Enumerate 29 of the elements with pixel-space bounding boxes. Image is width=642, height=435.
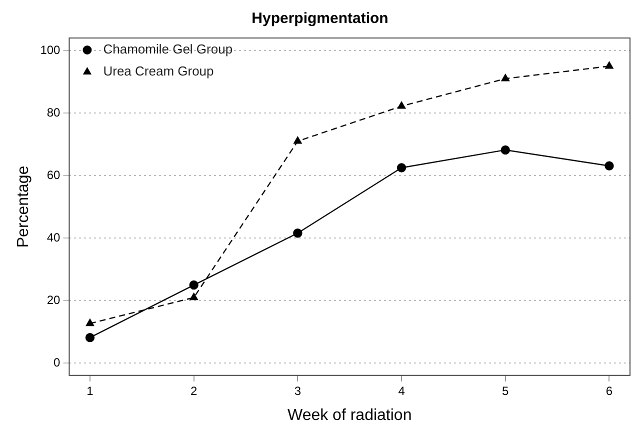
legend-label: Urea Cream Group bbox=[103, 64, 214, 79]
point bbox=[500, 145, 510, 155]
y-tick-label: 100 bbox=[40, 42, 61, 57]
point bbox=[605, 62, 614, 69]
legend-label: Chamomile Gel Group bbox=[103, 42, 233, 57]
point bbox=[501, 74, 510, 82]
x-tick-label: 5 bbox=[502, 384, 510, 398]
x-tick-label: 4 bbox=[398, 384, 406, 398]
point bbox=[85, 332, 95, 342]
y-tick-label: 0 bbox=[54, 356, 61, 370]
point bbox=[604, 161, 614, 170]
x-tick-label: 1 bbox=[86, 384, 94, 398]
point bbox=[294, 136, 302, 144]
point bbox=[293, 228, 302, 238]
point bbox=[190, 292, 198, 300]
x-tick-label: 2 bbox=[190, 384, 198, 398]
y-tick-label: 40 bbox=[46, 230, 61, 244]
point bbox=[86, 318, 94, 326]
y-tick-label: 20 bbox=[46, 292, 61, 307]
point bbox=[397, 102, 406, 109]
y-tick-label: 60 bbox=[46, 168, 61, 182]
y-axis-title: Percentage bbox=[15, 166, 32, 248]
point bbox=[189, 280, 198, 290]
point bbox=[396, 163, 406, 172]
chart-title: Hyperpigmentation bbox=[252, 10, 388, 28]
x-axis-title: Week of radiation bbox=[288, 406, 412, 424]
x-tick-label: 6 bbox=[606, 384, 613, 398]
y-tick-label: 80 bbox=[46, 105, 61, 120]
x-tick-label: 3 bbox=[294, 384, 302, 398]
